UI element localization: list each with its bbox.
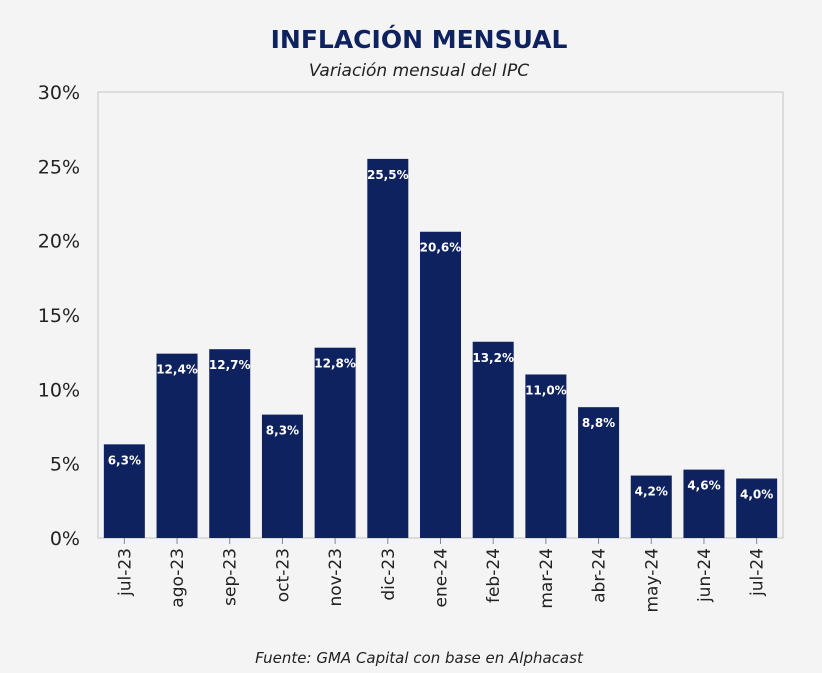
y-tick-label: 15%: [38, 305, 80, 327]
x-tick-label: nov-23: [326, 548, 346, 607]
data-label: 25,5%: [367, 168, 409, 182]
bar-jul-24: [736, 478, 778, 538]
bar-may-24: [630, 475, 672, 538]
x-tick-label: mar-24: [537, 548, 557, 609]
x-tick-label: jul-24: [748, 548, 768, 597]
x-tick-label: may-24: [642, 548, 662, 613]
y-tick-label: 30%: [38, 82, 80, 104]
x-tick-label: oct-23: [273, 548, 293, 602]
data-label: 20,6%: [420, 241, 462, 255]
data-label: 11,0%: [525, 383, 567, 397]
bar-jul-23: [103, 444, 145, 538]
chart-subtitle: Variación mensual del IPC: [309, 61, 529, 81]
source-note: Fuente: GMA Capital con base en Alphacas…: [255, 649, 584, 667]
bar-sep-23: [209, 349, 251, 538]
x-tick-label: jun-24: [695, 548, 715, 603]
chart-title: INFLACIÓN MENSUAL: [271, 24, 568, 54]
x-tick-label: dic-23: [379, 548, 399, 601]
data-label: 6,3%: [108, 453, 141, 467]
bar-dic-23: [367, 158, 409, 538]
data-label: 8,8%: [582, 416, 615, 430]
data-label: 4,2%: [635, 485, 668, 499]
x-tick-label: feb-24: [484, 548, 504, 603]
data-label: 12,7%: [209, 358, 251, 372]
bar-abr-24: [578, 407, 620, 538]
x-tick-label: ago-23: [168, 548, 188, 608]
data-label: 4,0%: [740, 488, 773, 502]
x-tick-label: jul-23: [115, 548, 135, 597]
data-label: 8,3%: [266, 424, 299, 438]
bar-nov-23: [314, 347, 356, 538]
x-tick-label: sep-23: [221, 548, 241, 606]
bar-ene-24: [420, 231, 461, 538]
data-label: 12,8%: [314, 357, 356, 371]
bar-mar-24: [525, 374, 567, 538]
bar-oct-23: [261, 414, 303, 538]
y-tick-label: 0%: [50, 528, 80, 550]
data-label: 13,2%: [472, 351, 514, 365]
y-tick-label: 20%: [38, 231, 80, 253]
y-tick-label: 25%: [38, 156, 80, 178]
x-tick-label: ene-24: [432, 548, 452, 607]
y-tick-label: 10%: [38, 379, 80, 401]
bar-jun-24: [683, 469, 725, 538]
y-tick-label: 5%: [50, 454, 80, 476]
bar-feb-24: [472, 341, 514, 538]
data-label: 4,6%: [687, 479, 720, 493]
data-label: 12,4%: [156, 363, 198, 377]
bar-ago-23: [156, 353, 198, 538]
x-tick-label: abr-24: [590, 548, 610, 603]
